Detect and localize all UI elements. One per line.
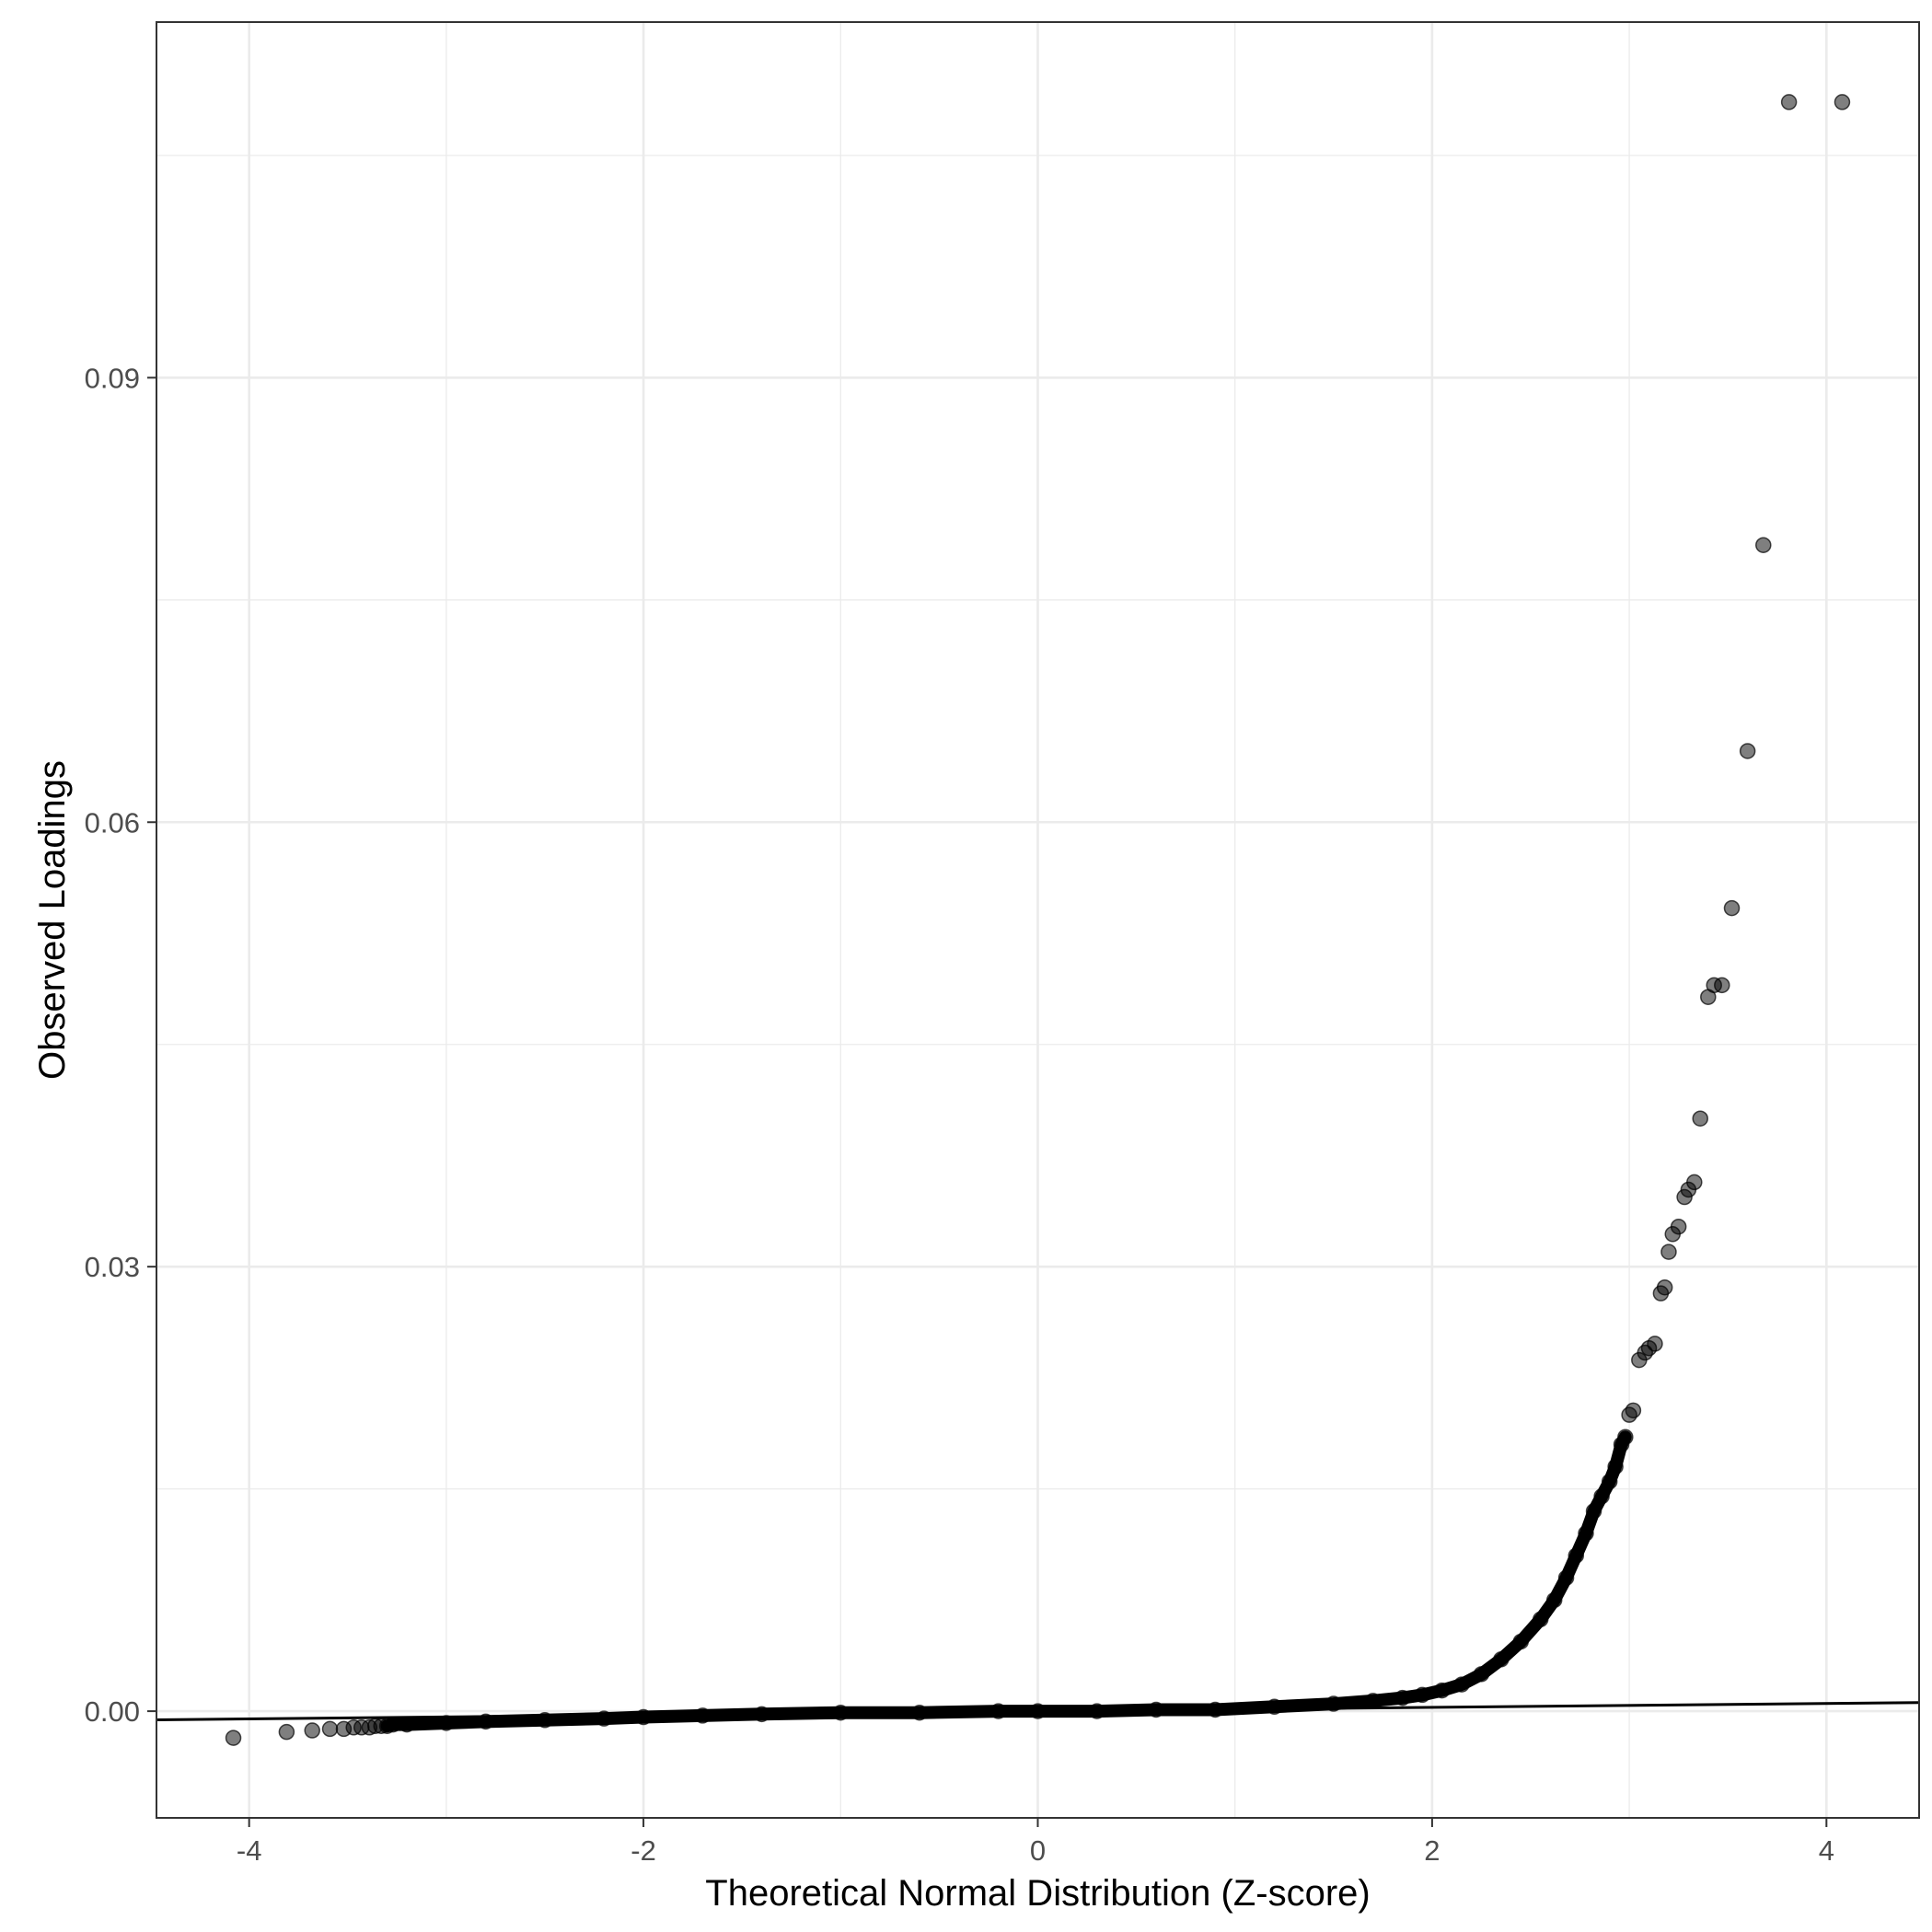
data-point (1493, 1651, 1510, 1668)
data-point (1607, 1458, 1624, 1475)
data-point (1364, 1693, 1382, 1709)
data-point (1568, 1547, 1585, 1564)
y-tick-label: 0.03 (85, 1251, 140, 1283)
reference-line (156, 1701, 1920, 1721)
data-point (1714, 977, 1730, 994)
data-point (385, 1716, 401, 1733)
data-point (1686, 1174, 1703, 1191)
data-point (304, 1722, 320, 1739)
data-point (321, 1720, 339, 1738)
data-point (1473, 1666, 1490, 1683)
y-tick-label: 0.00 (85, 1695, 140, 1728)
x-tick-label: 0 (1030, 1834, 1046, 1867)
data-point (1532, 1611, 1549, 1628)
data-point (1512, 1633, 1530, 1650)
data-point (1739, 743, 1756, 759)
data-point (1780, 94, 1798, 110)
data-point (278, 1723, 295, 1741)
data-point (225, 1730, 242, 1746)
data-point (1545, 1591, 1563, 1609)
data-point (1433, 1682, 1451, 1699)
data-point (1601, 1473, 1618, 1490)
data-point (596, 1710, 612, 1727)
data-point (1625, 1402, 1642, 1419)
y-tick-label: 0.06 (85, 806, 140, 839)
data-point (399, 1716, 415, 1733)
data-point (1578, 1525, 1594, 1542)
y-axis-title: Observed Loadings (32, 760, 73, 1080)
data-point (635, 1708, 652, 1726)
y-axis: 0.00 0.03 0.06 0.09 (85, 362, 156, 1728)
reference-line-layer (156, 1701, 1920, 1721)
data-point (1266, 1698, 1283, 1716)
data-point (1755, 537, 1772, 553)
x-tick-label: 2 (1424, 1834, 1440, 1867)
points-layer (225, 94, 1851, 1746)
data-point (1723, 899, 1741, 917)
x-tick-label: -4 (237, 1834, 262, 1867)
data-point (1670, 1218, 1687, 1235)
data-point (1557, 1569, 1575, 1586)
y-tick-label: 0.09 (85, 362, 140, 394)
data-point (1834, 94, 1851, 110)
data-point (1660, 1244, 1677, 1260)
x-tick-label: -2 (631, 1834, 656, 1867)
data-point (1647, 1336, 1663, 1352)
data-point (1593, 1487, 1610, 1505)
data-point (1585, 1503, 1602, 1520)
x-tick-label: 4 (1819, 1834, 1834, 1867)
data-point (1453, 1676, 1470, 1693)
x-axis: -4 -2 0 2 4 (237, 1818, 1834, 1867)
data-point (1414, 1686, 1430, 1704)
data-point (1692, 1110, 1708, 1127)
data-point (1656, 1278, 1673, 1296)
data-point (1617, 1429, 1634, 1446)
data-point (1394, 1689, 1411, 1706)
x-axis-title: Theoretical Normal Distribution (Z-score… (705, 1873, 1370, 1914)
